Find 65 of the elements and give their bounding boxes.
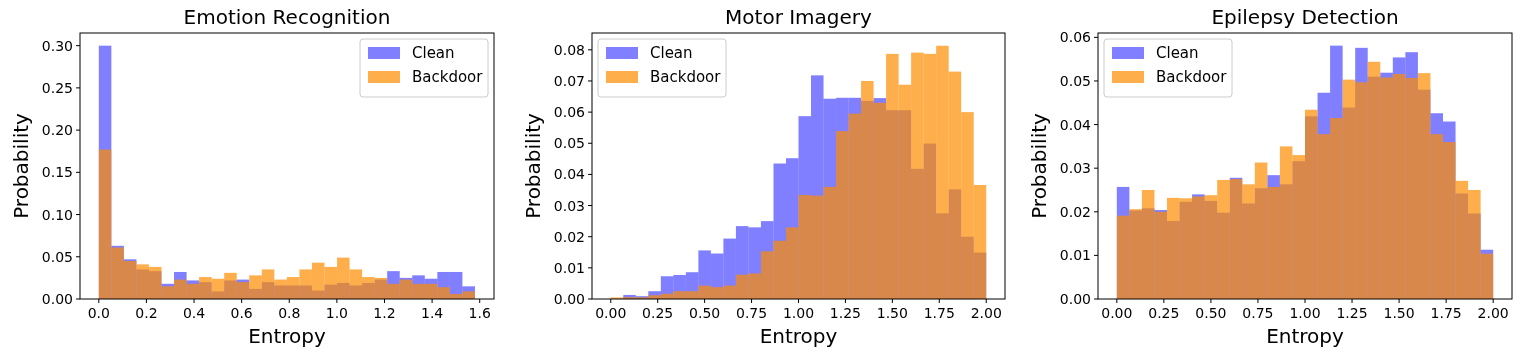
y-tick-label: 0.02 (1059, 203, 1091, 220)
x-tick-label: 0.6 (230, 305, 253, 321)
x-tick-label: 0.75 (1242, 305, 1274, 321)
y-tick-label: 0.01 (553, 259, 585, 276)
x-tick-label: 1.6 (468, 305, 491, 321)
x-tick-label: 0.25 (1148, 305, 1180, 321)
x-tick-label: 1.00 (1289, 305, 1321, 321)
x-tick-label: 1.50 (1383, 305, 1415, 321)
x-tick-label: 1.25 (829, 305, 862, 321)
x-tick-label: 1.2 (373, 305, 396, 321)
x-tick-label: 0.00 (595, 305, 627, 321)
x-tick-label: 0.00 (1101, 305, 1133, 321)
y-tick-label: 0.00 (1059, 291, 1091, 307)
y-tick-label: 0.15 (41, 164, 73, 181)
y-tick-label: 0.04 (1059, 116, 1092, 133)
x-tick-label: 2.00 (970, 305, 1002, 321)
y-tick-label: 0.02 (553, 228, 585, 245)
y-tick-label: 0.07 (553, 72, 585, 89)
legend-label: Backdoor (412, 68, 484, 86)
y-tick-label: 0.10 (41, 206, 73, 223)
legend-label: Backdoor (650, 68, 722, 86)
y-axis-title: Probability (1027, 112, 1051, 219)
y-tick-label: 0.30 (41, 37, 73, 54)
x-tick-label: 1.50 (876, 305, 908, 321)
x-tick-label: 2.00 (1477, 305, 1509, 321)
x-tick-label: 0.8 (278, 305, 301, 321)
x-tick-label: 0.2 (135, 305, 158, 321)
x-tick-label: 0.25 (642, 305, 674, 321)
legend-label: Clean (650, 44, 693, 62)
y-tick-label: 0.05 (41, 248, 73, 265)
x-tick-label: 1.75 (923, 305, 955, 321)
y-axis-title: Probability (521, 112, 545, 219)
x-tick-label: 1.00 (782, 305, 815, 321)
y-axis-title: Probability (9, 112, 33, 219)
x-tick-label: 0.0 (87, 305, 110, 321)
y-tick-label: 0.08 (553, 41, 585, 58)
chart-title: Emotion Recognition (183, 5, 391, 29)
legend-label: Backdoor (1156, 68, 1228, 86)
y-tick-label: 0.04 (553, 166, 586, 183)
y-tick-label: 0.03 (553, 197, 585, 214)
x-axis-title: Entropy (248, 324, 327, 348)
x-tick-label: 1.25 (1336, 305, 1368, 321)
x-tick-label: 0.75 (735, 305, 768, 321)
x-axis-title: Entropy (1266, 324, 1345, 348)
x-tick-label: 0.50 (1195, 305, 1227, 321)
legend-label: Clean (412, 44, 455, 62)
y-tick-label: 0.00 (553, 291, 585, 307)
y-tick-label: 0.06 (1059, 29, 1092, 46)
y-tick-label: 0.00 (41, 291, 73, 307)
legend-label: Clean (1156, 44, 1199, 62)
x-axis-title: Entropy (759, 324, 838, 348)
chart-title: Motor Imagery (725, 5, 873, 29)
y-tick-label: 0.01 (1059, 247, 1091, 264)
x-tick-label: 1.0 (325, 305, 349, 321)
x-tick-label: 1.4 (420, 305, 444, 321)
y-tick-label: 0.05 (1059, 72, 1091, 89)
x-tick-label: 0.4 (182, 305, 206, 321)
y-tick-label: 0.06 (553, 104, 586, 121)
y-tick-label: 0.05 (553, 135, 585, 152)
y-tick-label: 0.03 (1059, 160, 1091, 177)
chart-title: Epilepsy Detection (1211, 5, 1399, 29)
x-tick-label: 1.75 (1430, 305, 1462, 321)
y-tick-label: 0.20 (41, 122, 73, 139)
y-tick-label: 0.25 (41, 79, 73, 96)
x-tick-label: 0.50 (689, 305, 721, 321)
